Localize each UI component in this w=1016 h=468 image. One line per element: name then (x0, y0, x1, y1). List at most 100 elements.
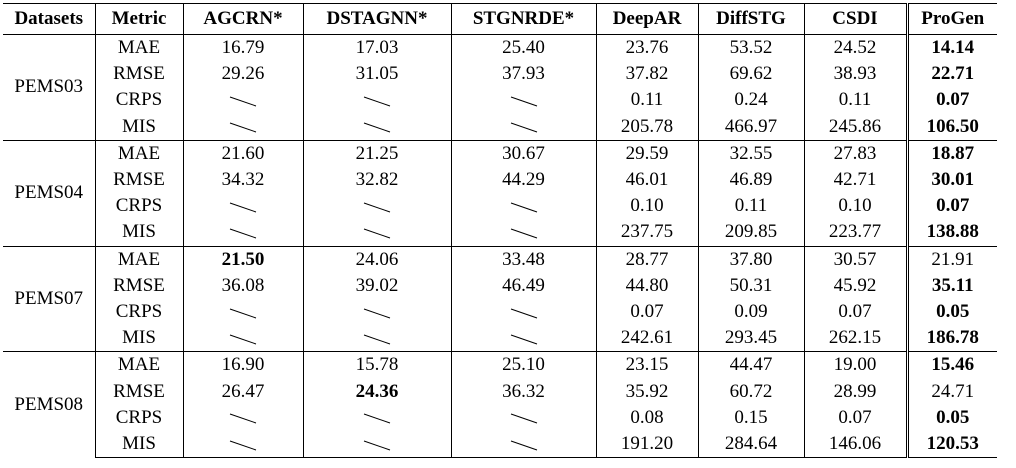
not-applicable-cell (183, 113, 304, 141)
value-cell: 29.26 (183, 61, 304, 88)
header-cell-progen: ProGen (905, 3, 997, 35)
value-cell: 138.88 (905, 219, 997, 246)
diagonal-dash-icon (509, 120, 539, 134)
dataset-cell: PEMS07 (3, 245, 96, 352)
value-cell: 44.47 (698, 351, 805, 379)
not-applicable-cell (451, 87, 597, 114)
value-cell: 0.15 (698, 404, 805, 431)
value-cell: 15.46 (905, 351, 997, 379)
value-cell: 466.97 (698, 113, 805, 141)
not-applicable-cell (183, 298, 304, 326)
metric-cell: MAE (95, 351, 184, 379)
value-cell: 36.32 (451, 378, 597, 405)
value-cell: 186.78 (905, 325, 997, 352)
header-cell-deepar: DeepAR (596, 3, 699, 35)
value-cell: 18.87 (905, 139, 997, 167)
value-cell: 21.60 (183, 139, 304, 167)
diagonal-dash-icon (228, 120, 258, 134)
metric-cell: MIS (95, 325, 184, 352)
metric-cell: CRPS (95, 193, 184, 220)
value-cell: 35.11 (905, 272, 997, 299)
metric-cell: MIS (95, 219, 184, 246)
table-row: RMSE 34.32 32.82 44.29 46.01 46.89 42.71 30.01 (3, 166, 997, 194)
value-cell: 37.82 (596, 61, 699, 88)
results-table: Datasets Metric AGCRN* DSTAGNN* STGNRDE* Deep… (3, 3, 997, 458)
value-cell: 293.45 (698, 325, 805, 352)
diagonal-dash-icon (509, 94, 539, 108)
value-cell: 16.90 (183, 351, 304, 379)
value-cell: 30.67 (451, 139, 597, 167)
not-applicable-cell (183, 325, 304, 352)
results-table-container: Datasets Metric AGCRN* DSTAGNN* STGNRDE* Deep… (3, 3, 997, 458)
diagonal-dash-icon (228, 200, 258, 214)
value-cell: 44.29 (451, 166, 597, 194)
table-row: RMSE 29.26 31.05 37.93 37.82 69.62 38.93 22.71 (3, 61, 997, 88)
value-cell: 31.05 (303, 61, 452, 88)
header-cell-metric: Metric (95, 3, 184, 35)
value-cell: 29.59 (596, 139, 699, 167)
metric-cell: RMSE (95, 166, 184, 194)
value-cell: 0.07 (804, 298, 908, 326)
value-cell: 0.05 (905, 404, 997, 431)
table-body: PEMS03 MAE 16.79 17.03 25.40 23.76 53.52 24.52 1… (3, 34, 997, 458)
table-row: PEMS04 MAE 21.60 21.25 30.67 29.59 32.55 27.83 1… (3, 139, 997, 246)
value-cell: 0.07 (596, 298, 699, 326)
table-row: RMSE 26.47 24.36 36.32 35.92 60.72 28.99 24.71 (3, 378, 997, 405)
metric-cell: MAE (95, 139, 184, 167)
table-row: CRPS 0.07 0.09 0.07 0.05 (3, 298, 997, 326)
header-row: Datasets Metric AGCRN* DSTAGNN* STGNRDE* Deep… (3, 3, 997, 35)
value-cell: 0.11 (804, 87, 908, 114)
not-applicable-cell (183, 430, 304, 458)
header-cell-diffstg: DiffSTG (698, 3, 805, 35)
not-applicable-cell (303, 430, 452, 458)
value-cell: 35.92 (596, 378, 699, 405)
not-applicable-cell (451, 219, 597, 246)
diagonal-dash-icon (228, 306, 258, 320)
header-cell-datasets: Datasets (3, 3, 96, 35)
table-row: MIS 237.75 209.85 223.77 138.88 (3, 219, 997, 246)
value-cell: 0.10 (596, 193, 699, 220)
table-row: MIS 242.61 293.45 262.15 186.78 (3, 325, 997, 352)
not-applicable-cell (303, 87, 452, 114)
value-cell: 24.06 (303, 245, 452, 273)
value-cell: 16.79 (183, 34, 304, 62)
value-cell: 50.31 (698, 272, 805, 299)
metric-cell: CRPS (95, 404, 184, 431)
value-cell: 242.61 (596, 325, 699, 352)
value-cell: 21.91 (905, 245, 997, 273)
not-applicable-cell (183, 87, 304, 114)
dataset-cell: PEMS04 (3, 139, 96, 246)
value-cell: 24.52 (804, 34, 908, 62)
diagonal-dash-icon (362, 226, 392, 240)
metric-cell: RMSE (95, 272, 184, 299)
diagonal-dash-icon (362, 411, 392, 425)
value-cell: 32.55 (698, 139, 805, 167)
value-cell: 30.01 (905, 166, 997, 194)
value-cell: 37.80 (698, 245, 805, 273)
value-cell: 28.99 (804, 378, 908, 405)
value-cell: 284.64 (698, 430, 805, 458)
diagonal-dash-icon (228, 438, 258, 452)
value-cell: 237.75 (596, 219, 699, 246)
metric-cell: RMSE (95, 378, 184, 405)
diagonal-dash-icon (362, 94, 392, 108)
diagonal-dash-icon (228, 332, 258, 346)
not-applicable-cell (451, 298, 597, 326)
value-cell: 146.06 (804, 430, 908, 458)
diagonal-dash-icon (362, 200, 392, 214)
value-cell: 33.48 (451, 245, 597, 273)
metric-cell: CRPS (95, 87, 184, 114)
diagonal-dash-icon (509, 332, 539, 346)
diagonal-dash-icon (228, 411, 258, 425)
value-cell: 0.05 (905, 298, 997, 326)
metric-cell: MIS (95, 113, 184, 141)
value-cell: 37.93 (451, 61, 597, 88)
value-cell: 209.85 (698, 219, 805, 246)
not-applicable-cell (183, 219, 304, 246)
value-cell: 36.08 (183, 272, 304, 299)
value-cell: 21.25 (303, 139, 452, 167)
table-row: CRPS 0.11 0.24 0.11 0.07 (3, 87, 997, 114)
value-cell: 26.47 (183, 378, 304, 405)
not-applicable-cell (303, 113, 452, 141)
not-applicable-cell (183, 193, 304, 220)
